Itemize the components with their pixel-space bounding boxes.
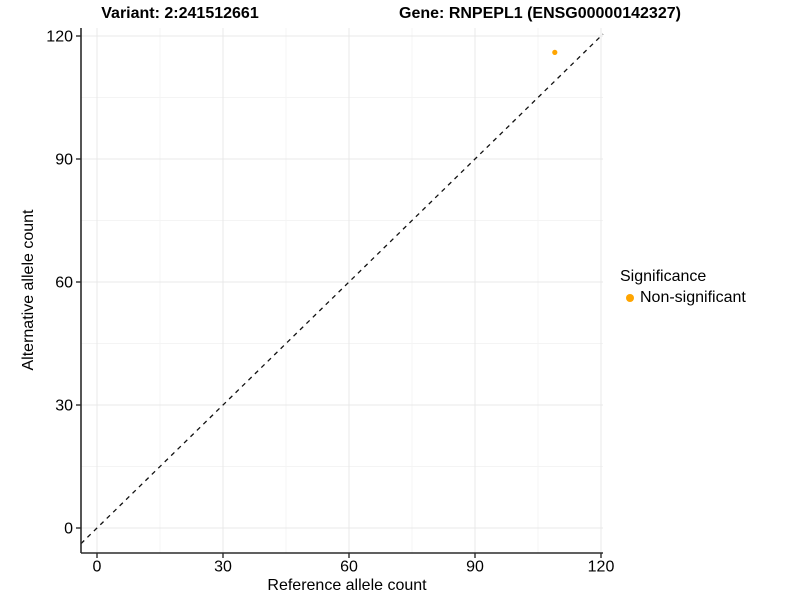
- y-tick-label: 0: [64, 521, 73, 538]
- legend-entry-non-significant: Non-significant: [620, 289, 746, 307]
- gene-title: Gene: RNPEPL1 (ENSG00000142327): [399, 5, 681, 22]
- y-tick-label: 30: [55, 398, 73, 415]
- x-tick-label: 90: [466, 559, 484, 576]
- data-point: [552, 49, 558, 56]
- x-tick-label: 60: [340, 559, 358, 576]
- x-tick-label: 120: [588, 559, 615, 576]
- legend-point-icon: [626, 294, 634, 302]
- y-tick-label: 60: [55, 275, 73, 292]
- x-tick-label: 0: [93, 559, 102, 576]
- y-tick-label: 120: [46, 29, 73, 46]
- y-axis-title: Alternative allele count: [20, 209, 37, 371]
- x-tick-label: 30: [214, 559, 232, 576]
- legend-entry-label: Non-significant: [640, 289, 746, 306]
- variant-title: Variant: 2:241512661: [101, 5, 259, 22]
- legend: Significance Non-significant: [620, 268, 746, 307]
- x-axis-title: Reference allele count: [267, 577, 427, 594]
- identity-line: [80, 33, 604, 545]
- y-tick-label: 90: [55, 152, 73, 169]
- legend-title: Significance: [620, 268, 707, 285]
